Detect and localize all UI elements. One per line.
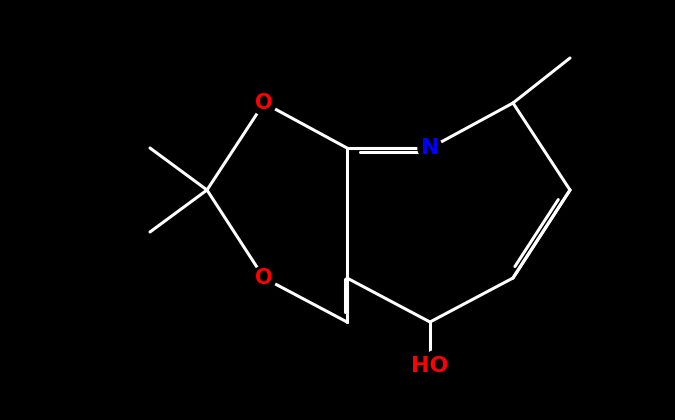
Text: N: N — [421, 138, 439, 158]
Circle shape — [252, 266, 276, 290]
Text: O: O — [255, 93, 273, 113]
Circle shape — [422, 350, 454, 382]
Circle shape — [252, 91, 276, 115]
Text: O: O — [255, 268, 273, 288]
Text: HO: HO — [411, 356, 449, 376]
Circle shape — [418, 136, 442, 160]
